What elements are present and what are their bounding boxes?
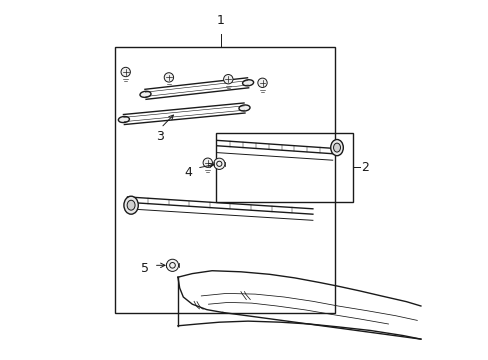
Circle shape [223, 75, 232, 84]
Circle shape [213, 158, 224, 170]
Circle shape [203, 158, 212, 167]
Circle shape [164, 73, 173, 82]
Ellipse shape [242, 80, 253, 86]
Text: 2: 2 [361, 161, 368, 174]
Circle shape [257, 78, 266, 87]
Ellipse shape [239, 105, 249, 111]
Text: 3: 3 [156, 130, 163, 143]
Ellipse shape [333, 143, 340, 152]
Bar [115, 47, 334, 313]
Ellipse shape [140, 91, 151, 98]
Ellipse shape [330, 140, 343, 156]
Text: 4: 4 [184, 166, 192, 179]
Ellipse shape [127, 200, 135, 210]
Text: 5: 5 [141, 262, 149, 275]
Circle shape [166, 259, 178, 271]
Ellipse shape [123, 196, 138, 214]
Bar [215, 133, 352, 202]
Circle shape [121, 67, 130, 77]
Text: 1: 1 [217, 14, 224, 27]
Ellipse shape [118, 117, 129, 122]
